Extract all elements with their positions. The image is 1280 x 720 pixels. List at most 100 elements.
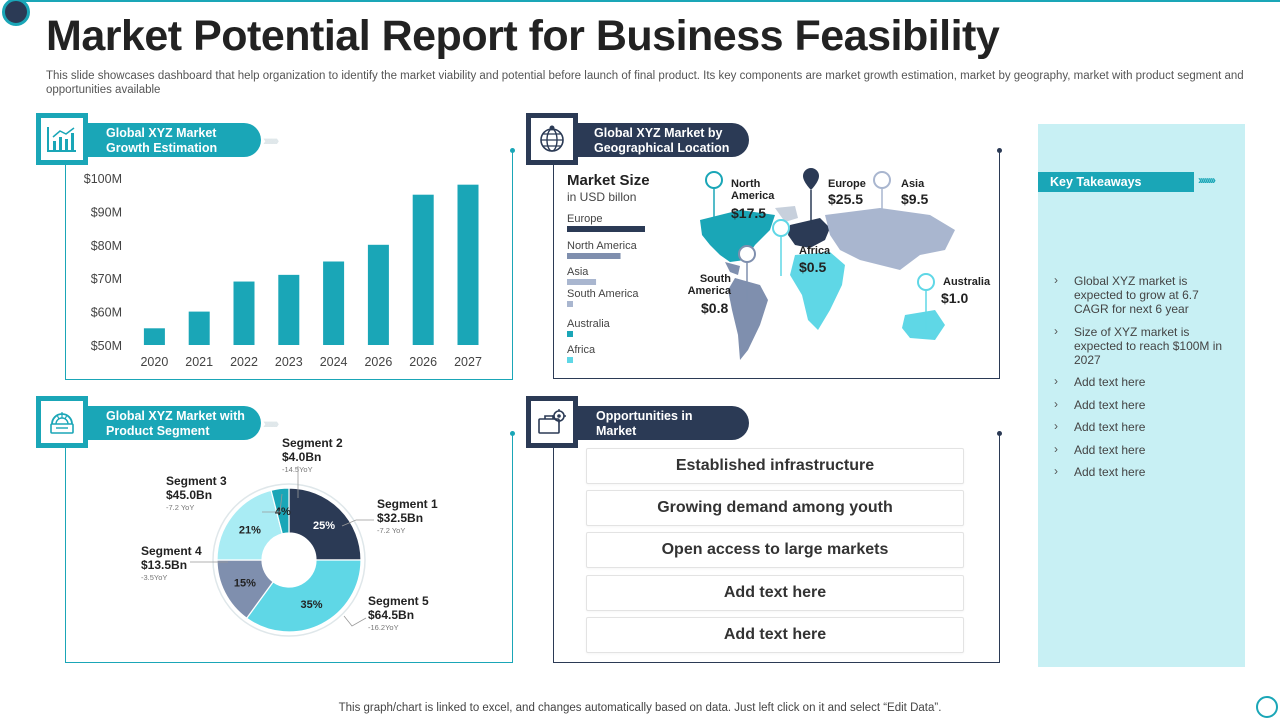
legend-label: Australia — [567, 318, 611, 330]
segment2-yoy: -14.5YoY — [282, 465, 313, 474]
bar — [367, 244, 389, 345]
africa-shape — [790, 252, 845, 330]
map-label-asia: Asia — [901, 178, 925, 190]
takeaway-item: › Add text here — [1054, 464, 1234, 479]
top-accent-line — [20, 0, 1280, 2]
chevron-right-icon: › — [1054, 419, 1058, 433]
opportunities-panel-title: Opportunities in Market — [576, 406, 749, 440]
page-title: Market Potential Report for Business Fea… — [46, 12, 1000, 60]
map-pin-icon — [873, 171, 891, 238]
central-america-shape — [725, 262, 740, 275]
bar — [412, 194, 434, 345]
y-tick-label: $90M — [91, 205, 122, 219]
segment2-name: Segment 2 — [282, 436, 343, 450]
segment4-amount: $13.5Bn — [141, 558, 188, 572]
map-value-north-america: $17.5 — [731, 205, 767, 221]
legend-bar — [567, 253, 621, 259]
globe-icon — [526, 113, 578, 165]
brain-chip-icon — [36, 396, 88, 448]
takeaway-text: Add text here — [1074, 375, 1146, 389]
bar — [278, 274, 300, 345]
takeaway-text: Size of XYZ market is expected to reach … — [1074, 324, 1223, 367]
slice-label: 15% — [234, 577, 256, 589]
takeaway-item: › Add text here — [1054, 374, 1234, 389]
map-pin-icon — [772, 219, 790, 276]
segment4-name: Segment 4 — [141, 544, 202, 558]
growth-bar-chart: $50M $60M $70M $80M $90M $100M 2020 2021 2022 202… — [84, 172, 482, 369]
key-takeaways-list: › Global XYZ market is expected to grow a… — [1054, 273, 1234, 488]
legend-label: Europe — [567, 213, 602, 225]
legend-label: Asia — [567, 266, 589, 278]
map-label-africa: Africa — [799, 245, 831, 257]
x-tick-label: 2021 — [185, 355, 213, 369]
takeaway-text: Add text here — [1074, 420, 1146, 434]
map-label-australia: Australia — [943, 276, 991, 288]
takeaway-text: Add text here — [1074, 397, 1146, 412]
segment4-yoy: -3.5YoY — [141, 573, 168, 582]
chevron-right-icon: › — [1054, 273, 1058, 287]
map-pin-icon — [738, 245, 756, 302]
slice-label: 25% — [313, 520, 335, 532]
panel-dot — [997, 148, 1002, 153]
opportunity-item: Growing demand among youth — [586, 490, 964, 526]
opportunity-item: Established infrastructure — [586, 448, 964, 484]
y-tick-label: $70M — [91, 272, 122, 286]
map-label-europe: Europe — [828, 178, 866, 190]
segment3-name: Segment 3 — [166, 474, 227, 488]
map-value-asia: $9.5 — [901, 191, 929, 207]
briefcase-gear-icon — [526, 396, 578, 448]
segment5-yoy: -16.2YoY — [368, 623, 399, 632]
panel-dot — [997, 431, 1002, 436]
legend-bar — [567, 279, 597, 285]
legend-bar — [567, 357, 573, 363]
corner-circle-icon — [1256, 696, 1278, 718]
segment-panel-title-text: Global XYZ Market with Product Segment — [106, 409, 245, 438]
legend-bar — [567, 301, 573, 307]
takeaway-item: › Add text here — [1054, 396, 1234, 412]
segment3-yoy: -7.2 YoY — [166, 503, 195, 512]
x-tick-label: 2020 — [140, 355, 168, 369]
geo-legend-chart: Europe North America Asia South America Aust… — [567, 213, 645, 363]
segment5-name: Segment 5 — [368, 594, 429, 608]
y-tick-label: $80M — [91, 239, 122, 253]
asia-shape — [825, 208, 955, 270]
north-america-shape — [700, 210, 775, 262]
chevron-right-icon: › — [1054, 441, 1058, 456]
australia-shape — [902, 310, 945, 340]
growth-panel-title-text: Global XYZ Market Growth Estimation — [106, 126, 218, 155]
donut-slice — [245, 559, 362, 633]
key-takeaways-panel — [1038, 124, 1245, 667]
bar — [323, 261, 345, 345]
opportunity-item: Open access to large markets — [586, 532, 964, 568]
chevron-right-icon: › — [1054, 323, 1058, 338]
segment-leader-lines — [190, 466, 374, 627]
south-america-shape — [728, 278, 768, 360]
segment3-amount: $45.0Bn — [166, 488, 213, 502]
segment5-amount: $64.5Bn — [368, 608, 415, 622]
corner-circle-icon — [2, 0, 30, 26]
legend-label: South America — [567, 288, 639, 300]
map-pin-icon — [705, 171, 723, 228]
market-size-title: Market Size — [567, 172, 650, 189]
map-label-south-america: South America — [687, 273, 731, 297]
donut-slice — [288, 487, 362, 561]
donut-slice — [216, 489, 284, 561]
bar — [457, 184, 479, 345]
legend-label: North America — [567, 240, 638, 252]
x-tick-label: 2024 — [320, 355, 348, 369]
map-value-europe: $25.5 — [828, 191, 864, 207]
chevrons-decor: ›››››››› — [263, 132, 279, 148]
legend-bar — [567, 331, 573, 337]
map-pin-icon — [803, 168, 819, 224]
slice-label: 35% — [300, 599, 322, 611]
bar — [143, 328, 165, 345]
donut-ring — [212, 483, 366, 637]
bar — [233, 281, 255, 345]
segment1-amount: $32.5Bn — [377, 511, 424, 525]
takeaway-item: › Size of XYZ market is expected to reach… — [1054, 323, 1234, 367]
opportunities-panel — [553, 433, 1000, 663]
chevron-right-icon: › — [1054, 396, 1058, 411]
chevrons-decor: ›››››››› — [263, 415, 279, 431]
map-value-south-america: $0.8 — [701, 300, 729, 316]
key-takeaways-title: Key Takeaways — [1038, 172, 1194, 192]
